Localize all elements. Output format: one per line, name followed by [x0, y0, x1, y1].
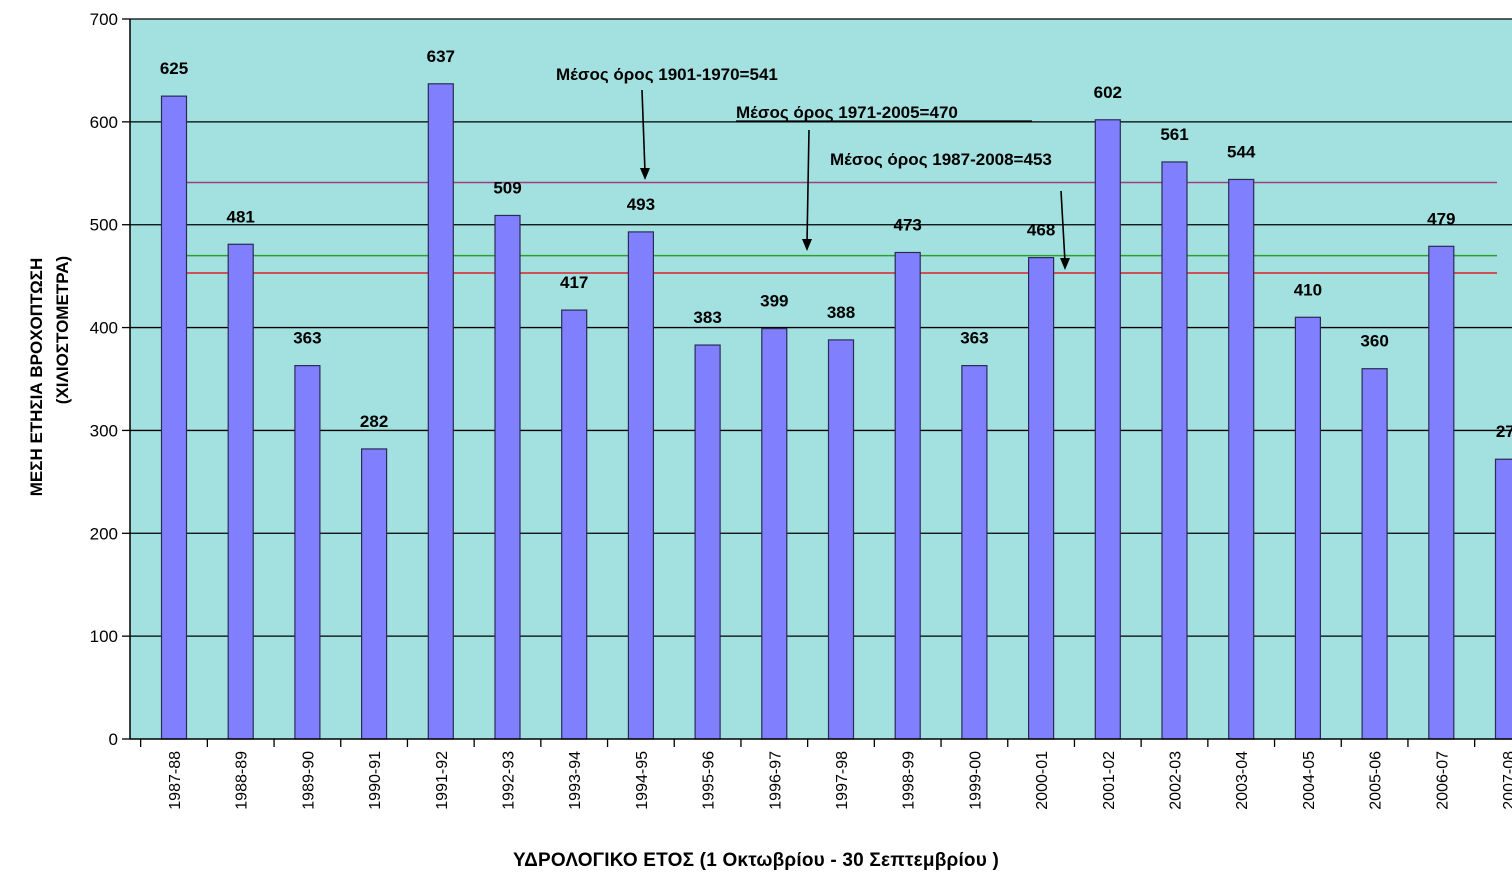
x-tick-label: 1988-89 [234, 751, 251, 810]
gridlines [130, 18, 1512, 637]
bar [1228, 178, 1255, 740]
bar [1294, 316, 1322, 740]
y-tick-label: 200 [90, 524, 118, 543]
bar-value-label: 561 [1160, 125, 1188, 144]
x-tick-label: 1999-00 [967, 751, 984, 810]
bar-value-label: 473 [894, 215, 922, 234]
bar-value-label: 625 [160, 59, 188, 78]
bar-value-label: 493 [627, 195, 655, 214]
y-tick-label: 700 [90, 10, 118, 29]
y-tick-label: 100 [90, 627, 118, 646]
y-tick-labels: 0 100 200 300 400 500 600 700 [90, 10, 118, 749]
bar-value-label: 544 [1227, 142, 1256, 161]
bar-value-label: 399 [760, 292, 788, 311]
bar [227, 243, 254, 740]
bar [427, 83, 454, 740]
bar-value-label: 282 [360, 412, 388, 431]
x-tick-label: 2001-02 [1101, 751, 1118, 810]
x-tick-label: 2000-01 [1034, 751, 1051, 810]
bar-value-label: 637 [427, 47, 455, 66]
y-tick-label: 400 [90, 319, 118, 338]
bar-value-label: 272 [1496, 422, 1512, 441]
bar [761, 328, 788, 740]
reference-label: Μέσος όρος 1901-1970=541 [556, 65, 778, 84]
reference-label: Μέσος όρος 1987-2008=453 [830, 150, 1052, 169]
y-axis-title: ΜΕΣΗ ΕΤΗΣΙΑ ΒΡΟΧΟΠΤΩΣΗ (ΧΙΛΙΟΣΤΟΜΕΤΡΑ) [27, 256, 72, 496]
y-tick-label: 600 [90, 113, 118, 132]
x-tick-label: 1998-99 [901, 751, 918, 810]
reference-lines [162, 181, 1497, 274]
y-tick-label: 500 [90, 216, 118, 235]
x-tick-label: 2004-05 [1301, 751, 1318, 810]
x-tick-label: 2002-03 [1168, 751, 1185, 810]
annotation-arrow-shaft [1060, 190, 1066, 263]
x-tick-label: 2003-04 [1234, 751, 1251, 810]
x-tick-label: 1993-94 [567, 751, 584, 810]
y-axis-title-line2: (ΧΙΛΙΟΣΤΟΜΕΤΡΑ) [53, 256, 72, 404]
plot-area [130, 19, 1512, 739]
x-tick-label: 1996-97 [767, 751, 784, 810]
x-tick-label: 1995-96 [701, 751, 718, 810]
x-tick-label: 2007-08 [1501, 751, 1512, 810]
bar [561, 309, 588, 740]
bar-value-label: 360 [1360, 332, 1388, 351]
bar [1161, 161, 1188, 740]
annotation-arrow-head [802, 239, 812, 251]
bar [894, 251, 921, 740]
bar [494, 214, 521, 740]
bar [1361, 368, 1388, 740]
annotation-arrow-head [640, 168, 650, 180]
bar [1428, 245, 1455, 740]
bar-value-label: 363 [293, 329, 321, 348]
y-axis-title-line1: ΜΕΣΗ ΕΤΗΣΙΑ ΒΡΟΧΟΠΤΩΣΗ [27, 258, 46, 497]
bar-value-label: 363 [960, 329, 988, 348]
bar [827, 339, 855, 740]
annotation-arrow-shaft [806, 129, 810, 244]
bar-value-label: 388 [827, 303, 855, 322]
bar [160, 95, 188, 740]
bar-value-label: 383 [693, 308, 721, 327]
x-tick-label: 1987-88 [167, 751, 184, 810]
x-tick-label: 1989-90 [300, 751, 317, 810]
x-tick-label: 2005-06 [1368, 751, 1385, 810]
bar-value-label: 410 [1294, 280, 1322, 299]
bar-value-label: 479 [1427, 209, 1455, 228]
bar [1494, 458, 1512, 740]
y-tick-label: 300 [90, 421, 118, 440]
x-tick-label: 1992-93 [501, 751, 518, 810]
bar-value-label: 468 [1027, 221, 1055, 240]
y-tick-label: 0 [109, 730, 118, 749]
x-axis-title: ΥΔΡΟΛΟΓΙΚΟ ΕΤΟΣ (1 Οκτωβρίου - 30 Σεπτεμ… [512, 850, 999, 871]
bar [1094, 119, 1121, 740]
bar [1027, 257, 1055, 740]
reference-annotations: Μέσος όρος 1901-1970=541 Μέσος όρος 1971-… [556, 65, 1070, 270]
x-tick-label: 1990-91 [367, 751, 384, 810]
bar [361, 448, 388, 740]
annotation-arrow-shaft [641, 89, 646, 173]
bar [961, 365, 988, 740]
x-tick-label: 1997-98 [834, 751, 851, 810]
x-tick-label: 1994-95 [634, 751, 651, 810]
x-tick-label: 2006-07 [1434, 751, 1451, 810]
bar-value-label: 417 [560, 273, 588, 292]
x-tick-labels: 1987-88 1988-89 1989-90 1990-91 1991-92 1992-… [167, 751, 1512, 810]
bar [694, 344, 721, 740]
reference-label: Μέσος όρος 1971-2005=470 [736, 103, 958, 122]
axes [122, 18, 1512, 747]
bar-value-label: 509 [493, 178, 521, 197]
bar-value-label: 602 [1094, 83, 1122, 102]
bar [627, 231, 655, 740]
annotation-arrow-head [1060, 258, 1070, 270]
x-tick-label: 1991-92 [434, 751, 451, 810]
bar-value-label: 481 [227, 207, 255, 226]
bar [294, 365, 321, 740]
